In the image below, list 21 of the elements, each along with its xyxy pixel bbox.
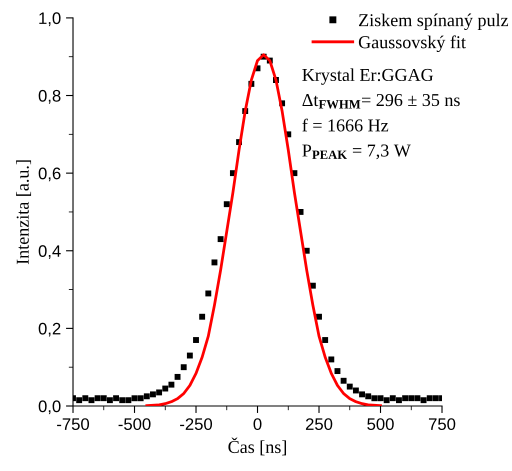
- y-tick-label: 0,0: [38, 400, 61, 414]
- x-tick-label: -500: [118, 418, 151, 430]
- y-tick-label: 0,2: [38, 322, 60, 337]
- legend-label: Gaussovský fit: [358, 35, 466, 52]
- x-tick-label: -250: [180, 418, 212, 430]
- annotation: f = 1666 Hz: [302, 118, 388, 132]
- annotation: Krystal Er:GGAG: [302, 68, 434, 85]
- x-tick-label: 0: [254, 418, 262, 430]
- legend-label: Ziskem spínaný pulz: [359, 14, 508, 30]
- y-tick-label: 0,4: [38, 245, 61, 259]
- x-tick-label: -750: [57, 418, 90, 430]
- annotation: P$_{PEAK}$ = 7,3 W: [302, 144, 411, 160]
- y-tick-label: 0,8: [38, 90, 60, 104]
- x-axis-title: Čas [ns]: [228, 437, 286, 456]
- y-axis-title: Intenzita [a.u.]: [16, 160, 32, 264]
- y-tick-label: 0,6: [38, 168, 60, 182]
- y-tick-label: 1,0: [39, 12, 61, 26]
- x-tick-label: 250: [306, 418, 332, 430]
- x-tick-label: 500: [367, 418, 394, 430]
- annotation: Δt$_{FWHM}$= 296 ± 35 ns: [302, 94, 460, 109]
- x-tick-label: 750: [428, 418, 456, 430]
